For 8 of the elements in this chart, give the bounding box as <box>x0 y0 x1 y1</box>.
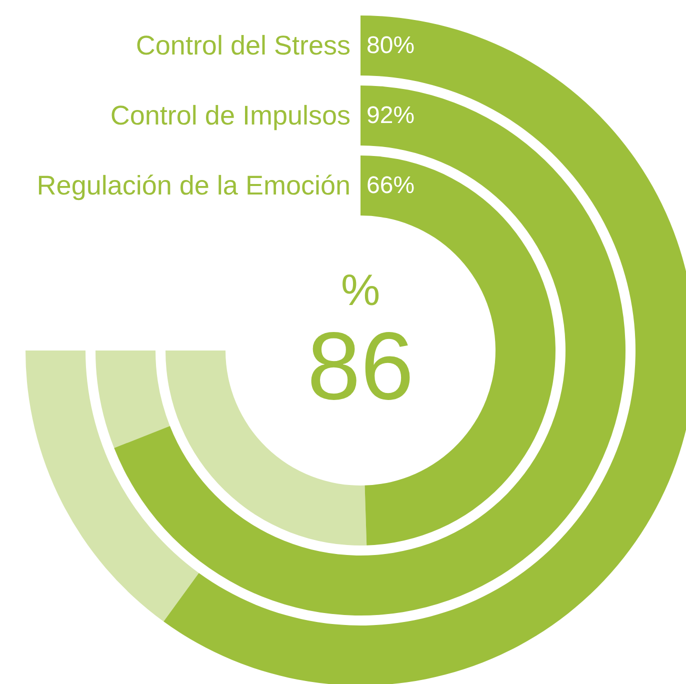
category-label: Control del Stress <box>136 30 351 60</box>
data-label: 66% <box>366 172 415 199</box>
data-label: 92% <box>366 102 415 129</box>
data-label: 80% <box>366 32 415 59</box>
text: % <box>340 266 380 315</box>
category-label: Control de Impulsos <box>110 100 351 130</box>
text: 86 <box>307 313 414 420</box>
category-label: Regulación de la Emoción <box>36 170 351 200</box>
